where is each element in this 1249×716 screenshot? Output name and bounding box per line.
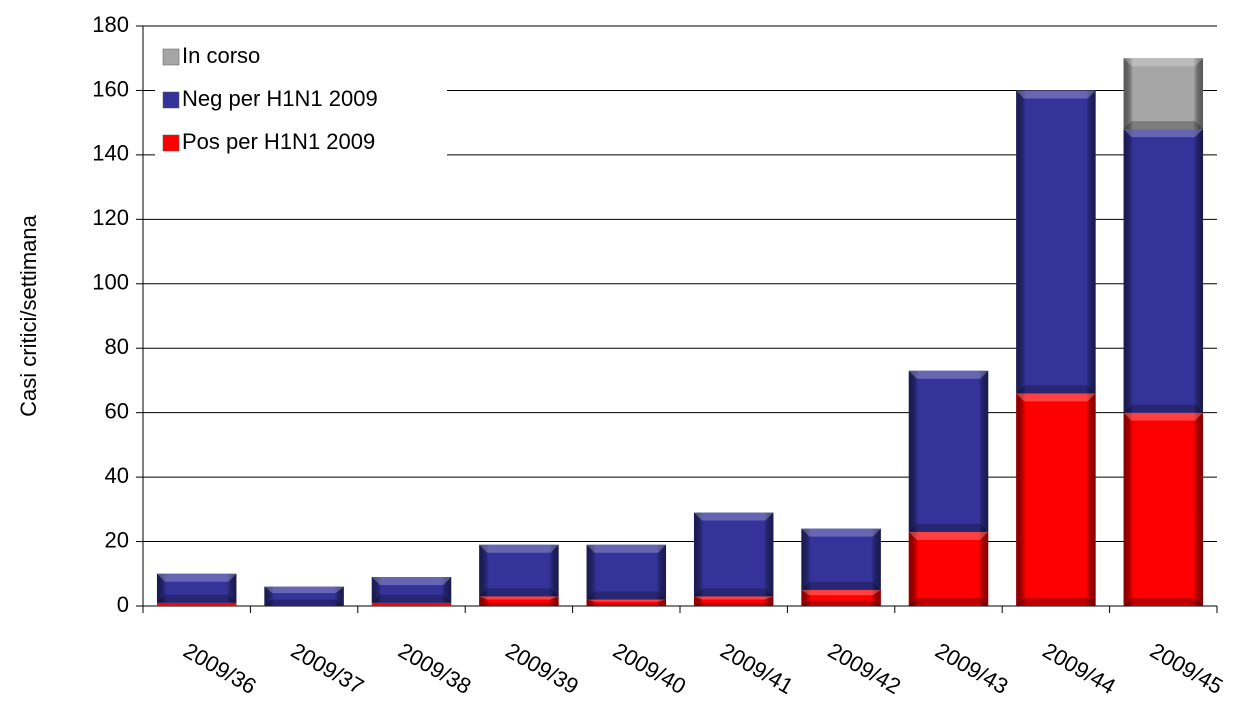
bar-bevel-bottom bbox=[908, 523, 989, 532]
x-tick-label: 2009/40 bbox=[609, 638, 690, 699]
bar-bevel-bottom bbox=[479, 588, 559, 597]
x-tick-label: 2009/42 bbox=[824, 638, 905, 699]
bar-bevel-bottom bbox=[586, 591, 667, 600]
bar-bevel-top bbox=[908, 531, 989, 540]
x-tick-label: 2009/37 bbox=[287, 638, 368, 699]
bar-bevel-bottom bbox=[264, 599, 344, 606]
y-tick-label: 40 bbox=[105, 463, 129, 488]
y-tick-label: 60 bbox=[105, 398, 129, 423]
bar-bevel-top bbox=[264, 586, 344, 594]
bar-bevel-bottom bbox=[1123, 598, 1204, 606]
x-tick-label: 2009/38 bbox=[394, 638, 475, 699]
bar-segment bbox=[801, 528, 881, 590]
x-tick-label: 2009/39 bbox=[501, 638, 582, 699]
y-tick-label: 160 bbox=[92, 76, 129, 101]
bar-bevel-top bbox=[1123, 412, 1204, 421]
bar-bevel-top bbox=[908, 370, 989, 379]
bar-segment bbox=[586, 544, 667, 600]
legend-swatch bbox=[162, 48, 180, 66]
y-tick-label: 80 bbox=[105, 334, 129, 359]
legend-background bbox=[155, 36, 447, 158]
y-tick-label: 120 bbox=[92, 205, 129, 230]
bar-bevel-top bbox=[156, 573, 237, 582]
bar-bevel-top bbox=[693, 512, 774, 521]
bar-segment bbox=[1016, 90, 1096, 394]
bar-bevel-top bbox=[586, 599, 667, 602]
bar-segment bbox=[1016, 393, 1096, 606]
bar-bevel-top bbox=[371, 577, 452, 585]
x-tick-label: 2009/44 bbox=[1038, 638, 1119, 699]
bar-bevel-top bbox=[479, 596, 559, 600]
bar-bevel-bottom bbox=[1123, 404, 1204, 413]
bar-bevel-top bbox=[586, 544, 667, 553]
legend-label: Pos per H1N1 2009 bbox=[182, 129, 375, 154]
bar-segment bbox=[908, 531, 989, 606]
bar-bevel-bottom bbox=[693, 588, 774, 597]
bar-bevel-top bbox=[1123, 58, 1204, 67]
bar-bevel-bottom bbox=[371, 594, 452, 603]
bar-bevel-bottom bbox=[1016, 385, 1096, 394]
bar-segment bbox=[908, 370, 989, 532]
y-tick-label: 0 bbox=[117, 592, 129, 617]
bar-bevel-top bbox=[479, 544, 559, 553]
bar-bevel-top bbox=[1016, 90, 1096, 99]
bar-bevel-bottom bbox=[479, 602, 559, 606]
bar-segment bbox=[1123, 58, 1204, 130]
bar-bevel-bottom bbox=[586, 603, 667, 606]
legend-label: In corso bbox=[182, 43, 260, 68]
y-axis-label: Casi critici/settimana bbox=[16, 214, 41, 416]
x-tick-label: 2009/45 bbox=[1146, 638, 1227, 699]
y-tick-label: 180 bbox=[92, 12, 129, 37]
legend-label: Neg per H1N1 2009 bbox=[182, 86, 378, 111]
bar-segment bbox=[1123, 412, 1204, 606]
bar-bevel-top bbox=[801, 589, 881, 596]
y-tick-label: 20 bbox=[105, 527, 129, 552]
bar-bevel-bottom bbox=[693, 602, 774, 606]
bar-bevel-bottom bbox=[908, 598, 989, 606]
legend: In corso Neg per H1N1 2009 Pos per H1N1 20… bbox=[155, 36, 447, 158]
y-tick-label: 100 bbox=[92, 270, 129, 295]
x-tick-label: 2009/43 bbox=[931, 638, 1012, 699]
bar-segment bbox=[1123, 129, 1204, 413]
bar-bevel-bottom bbox=[1016, 598, 1096, 606]
bar-bevel-bottom bbox=[1123, 121, 1204, 130]
bar-bevel-top bbox=[1016, 393, 1096, 402]
bar-bevel-top bbox=[693, 596, 774, 600]
bar-bevel-bottom bbox=[801, 581, 881, 590]
legend-swatch bbox=[162, 91, 180, 109]
bar-bevel-bottom bbox=[801, 600, 881, 606]
bar-segment bbox=[693, 512, 774, 597]
x-tick-label: 2009/41 bbox=[716, 638, 797, 699]
legend-swatch bbox=[162, 134, 180, 152]
y-tick-label: 140 bbox=[92, 141, 129, 166]
x-tick-label: 2009/36 bbox=[179, 638, 260, 699]
bar-bevel-top bbox=[1123, 129, 1204, 138]
bar-bevel-top bbox=[801, 528, 881, 537]
bar-segment bbox=[371, 602, 452, 606]
bar-bevel-bottom bbox=[156, 594, 237, 603]
bar-segment bbox=[156, 602, 237, 606]
